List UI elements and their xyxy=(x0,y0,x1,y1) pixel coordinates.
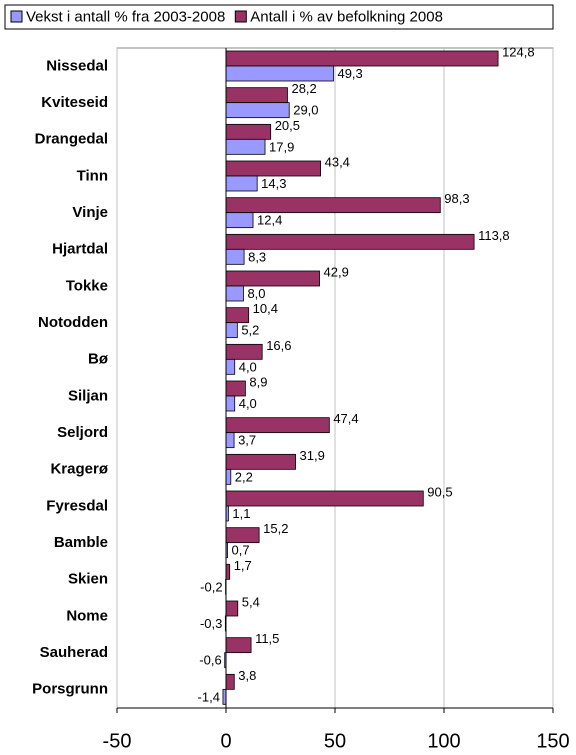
y-tick-label: Porsgrunn xyxy=(32,681,108,698)
bar xyxy=(225,175,258,192)
value-label: 49,3 xyxy=(337,66,362,81)
y-tick-label: Bø xyxy=(88,351,109,368)
bar xyxy=(225,160,322,177)
legend-swatch xyxy=(10,10,23,23)
value-label: 11,5 xyxy=(255,631,279,646)
value-label: 1,1 xyxy=(232,506,250,521)
y-tick-label: Nissedal xyxy=(46,57,108,74)
value-label: -0,3 xyxy=(200,616,222,631)
legend-box xyxy=(4,4,554,30)
value-label: -0,2 xyxy=(200,579,222,594)
bar xyxy=(225,432,235,449)
x-tick-label: 150 xyxy=(536,730,569,752)
value-label: 113,8 xyxy=(478,228,510,243)
bar xyxy=(225,322,238,339)
legend-swatch xyxy=(234,10,247,23)
value-label: 98,3 xyxy=(444,191,469,206)
bar xyxy=(225,453,296,470)
bar xyxy=(225,87,288,104)
value-label: 10,4 xyxy=(253,301,278,316)
bar xyxy=(225,197,441,214)
bar xyxy=(225,563,231,580)
y-tick-label: Vinje xyxy=(72,204,108,221)
value-label: 8,0 xyxy=(247,286,265,301)
y-tick-label: Seljord xyxy=(57,424,108,441)
bar xyxy=(225,395,236,412)
value-label: 5,4 xyxy=(242,594,260,609)
value-label: -0,6 xyxy=(199,653,221,668)
bar xyxy=(225,358,236,375)
bar xyxy=(225,285,244,302)
y-tick-label: Kragerø xyxy=(50,461,108,478)
bar xyxy=(225,212,254,229)
bar xyxy=(225,270,320,287)
bar xyxy=(225,637,252,654)
y-tick-label: Tinn xyxy=(77,167,108,184)
x-tick-label: 50 xyxy=(324,730,346,752)
x-tick-label: 100 xyxy=(427,730,460,752)
y-tick-label: Tokke xyxy=(66,277,108,294)
legend-label: Antall i % av befolkning 2008 xyxy=(250,8,443,25)
value-label: 90,5 xyxy=(427,484,452,499)
value-label: 29,0 xyxy=(293,103,318,118)
value-label: 16,6 xyxy=(266,338,291,353)
y-tick-label: Skien xyxy=(68,571,108,588)
bar xyxy=(225,233,475,250)
value-label: 17,9 xyxy=(269,139,294,154)
bar xyxy=(225,673,235,690)
bar xyxy=(225,307,250,324)
value-label: 3,7 xyxy=(238,433,256,448)
bar xyxy=(225,380,246,397)
legend-label: Vekst i antall % fra 2003-2008 xyxy=(26,8,225,25)
value-label: 4,0 xyxy=(239,396,257,411)
bar xyxy=(225,248,245,265)
value-label: -1,4 xyxy=(198,689,220,704)
value-label: 43,4 xyxy=(325,154,350,169)
bar xyxy=(225,343,263,360)
y-tick-label: Kviteseid xyxy=(41,94,108,111)
value-label: 124,8 xyxy=(502,44,535,59)
bar xyxy=(225,50,499,67)
value-label: 20,5 xyxy=(275,118,300,133)
y-tick-label: Hjartdal xyxy=(52,241,108,258)
value-label: 0,7 xyxy=(232,543,250,558)
bar xyxy=(225,102,290,119)
value-label: 1,7 xyxy=(234,558,252,573)
bar xyxy=(225,417,330,434)
y-tick-label: Bamble xyxy=(54,534,108,551)
bar xyxy=(225,123,272,140)
y-tick-label: Notodden xyxy=(38,314,108,331)
bar xyxy=(225,138,266,155)
value-label: 14,3 xyxy=(261,176,286,191)
x-tick-label: 0 xyxy=(220,730,231,752)
value-label: 31,9 xyxy=(300,448,325,463)
y-tick-label: Nome xyxy=(66,607,108,624)
y-tick-label: Sauherad xyxy=(40,644,108,661)
value-label: 2,2 xyxy=(235,469,253,484)
y-tick-label: Siljan xyxy=(68,387,108,404)
value-label: 5,2 xyxy=(241,323,259,338)
y-tick-label: Drangedal xyxy=(35,131,108,148)
value-label: 4,0 xyxy=(239,359,257,374)
value-label: 8,9 xyxy=(249,374,267,389)
bar xyxy=(225,65,334,82)
value-label: 12,4 xyxy=(257,213,282,228)
bar xyxy=(225,527,260,544)
value-label: 42,9 xyxy=(324,264,349,279)
bar xyxy=(225,468,232,485)
value-label: 8,3 xyxy=(248,249,266,264)
x-tick-label: -50 xyxy=(103,730,132,752)
value-label: 15,2 xyxy=(263,521,288,536)
value-label: 28,2 xyxy=(291,81,316,96)
y-tick-label: Fyresdal xyxy=(46,497,108,514)
bar xyxy=(225,600,239,617)
value-label: 47,4 xyxy=(333,411,358,426)
value-label: 3,8 xyxy=(238,668,256,683)
bar xyxy=(225,490,424,507)
